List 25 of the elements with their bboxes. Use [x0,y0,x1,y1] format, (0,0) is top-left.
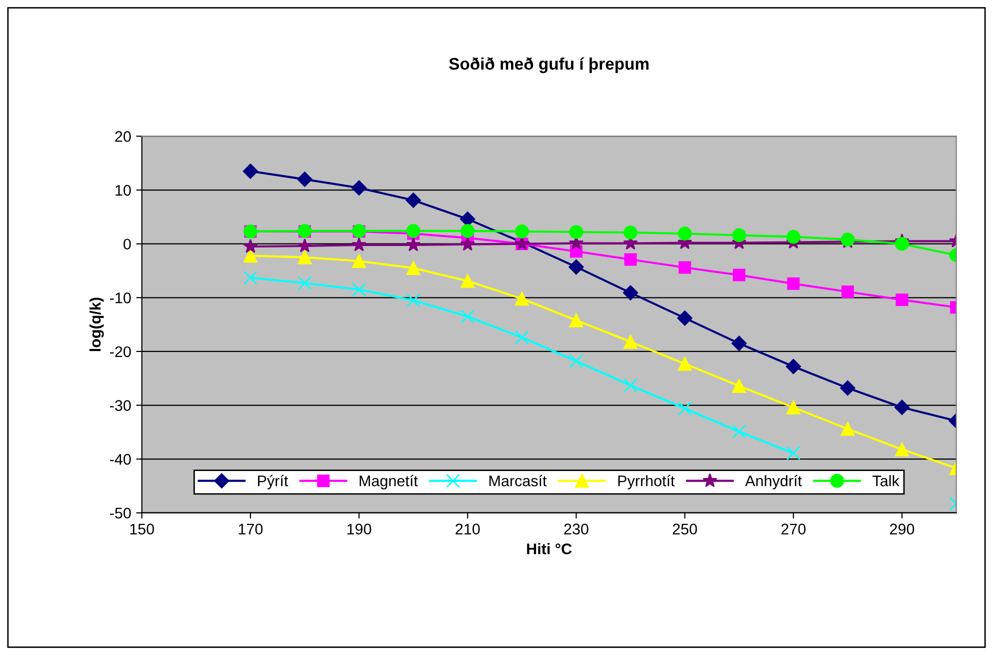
x-tick-label: 270 [781,524,806,535]
x-tick-label: 170 [238,524,263,535]
legend-label: Marcasít [489,474,547,486]
x-tick-label: 250 [672,524,697,535]
y-tick-label: 0 [124,238,131,250]
x-axis-title: Hiti °C [527,543,572,554]
x-tick-label: 150 [130,524,154,535]
y-tick-label: -50 [110,508,131,519]
y-axis-title: log(q/k) [89,298,104,352]
y-tick-label: -40 [110,454,131,465]
y-tick-label: -30 [110,400,131,411]
y-tick-label: -10 [110,292,131,304]
x-tick-label: 290 [890,524,914,535]
legend-label: Talk [872,475,900,486]
chart-title: Soðið með gufu í þrepum [449,57,649,74]
x-tick-label: 210 [456,524,480,535]
x-tick-label: 230 [564,524,588,535]
y-tick-label: 20 [115,131,131,142]
legend-label: Pyrrhotít [618,474,675,490]
legend-label: Anhydrít [745,474,802,490]
y-tick-label: -20 [110,346,131,358]
legend-label: Magnetít [360,474,418,490]
legend-label: Pýrít [258,474,288,490]
y-tick-label: 10 [116,184,131,196]
x-tick-label: 190 [347,524,372,535]
